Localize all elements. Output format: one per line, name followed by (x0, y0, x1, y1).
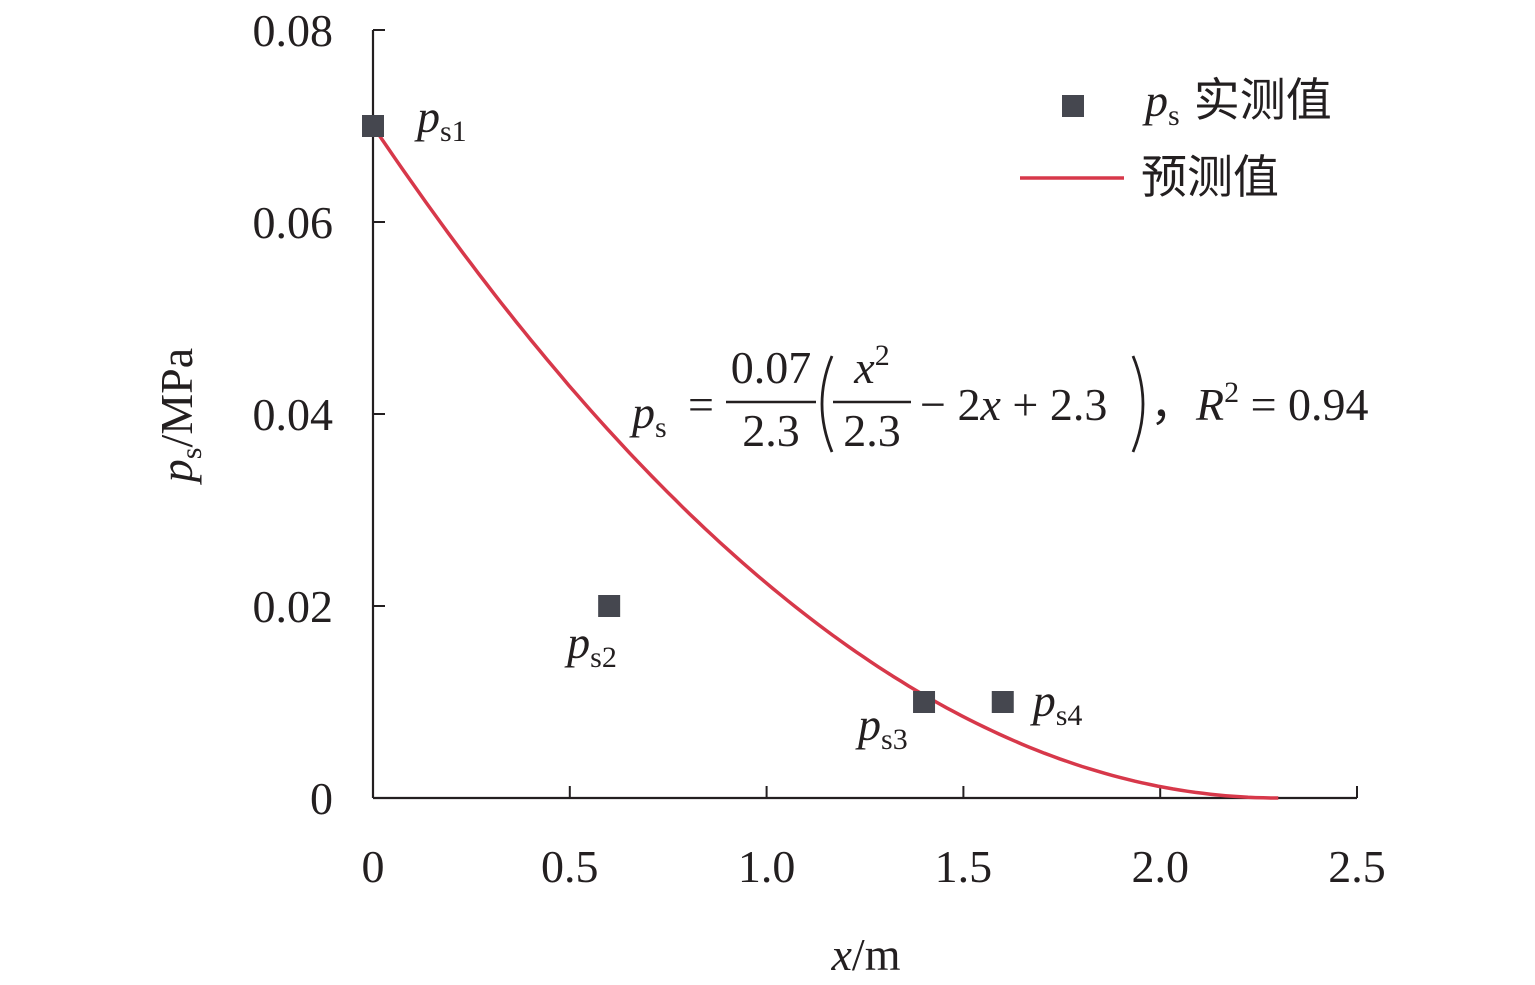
x-axis-label-unit: /m (852, 929, 901, 980)
eq-rest-2: + 2.3 (1001, 379, 1107, 430)
y-tick-label: 0.02 (253, 581, 334, 632)
eq-right-paren (1131, 355, 1145, 453)
data-point (991, 691, 1014, 713)
measured-points (362, 115, 1014, 713)
point-label: ps1 (414, 91, 467, 148)
eq-denominator: 2.3 (742, 405, 800, 456)
x-tick-label: 0 (362, 841, 385, 892)
y-axis-label-sub: s (175, 448, 208, 460)
eq-inner-denominator: 2.3 (843, 405, 901, 456)
eq-r-sup: 2 (1224, 376, 1239, 409)
y-axis-label-unit: /MPa (151, 348, 202, 448)
y-tick-label: 0.06 (253, 197, 334, 248)
point-label: ps3 (855, 699, 908, 756)
data-point (598, 595, 621, 617)
data-point (362, 115, 384, 137)
eq-equals: = (688, 379, 714, 430)
y-axis-label-var: p (151, 459, 202, 485)
x-tick-label: 1.0 (738, 841, 796, 892)
eq-r-rest: = 0.94 (1239, 379, 1368, 430)
eq-r-var: R (1195, 379, 1224, 430)
x-axis-label-var: x (831, 929, 853, 980)
svg-text:ps: ps (629, 387, 667, 444)
x-tick-label: 2.0 (1131, 841, 1189, 892)
data-point (913, 691, 936, 713)
prediction-curve (371, 125, 1279, 800)
x-tick-label: 2.5 (1328, 841, 1386, 892)
eq-separator: ， (1150, 379, 1196, 430)
y-tick-label: 0.04 (253, 389, 334, 440)
eq-inner-num-sup: 2 (875, 339, 890, 372)
legend-label-measured-sub: s (1168, 99, 1180, 132)
eq-rest-var: x (979, 379, 1001, 430)
point-label: ps4 (1030, 675, 1083, 732)
y-axis-label: ps/MPa (151, 348, 208, 485)
svg-text:x2: x2 (853, 339, 889, 393)
eq-lhs-var: p (629, 387, 655, 438)
point-label: ps2 (564, 617, 617, 674)
legend-marker-measured (1062, 95, 1084, 117)
fit-equation: ps = 0.07 2.3 x2 2.3 − 2x + 2.3 ， R2 = 0… (629, 339, 1369, 456)
svg-text:R2 = 0.94: R2 = 0.94 (1195, 376, 1369, 430)
eq-numerator: 0.07 (731, 342, 812, 393)
eq-lhs-sub: s (655, 411, 667, 444)
y-ticks: 0 0.02 0.04 0.06 0.08 (253, 5, 385, 824)
legend-label-measured-var: p (1142, 75, 1168, 126)
x-axis-label: x/m (831, 929, 901, 980)
legend-label-measured-text: 实测值 (1194, 75, 1332, 126)
y-tick-label: 0.08 (253, 5, 334, 56)
eq-rest-1: − 2 (920, 379, 980, 430)
y-tick-label: 0 (310, 773, 333, 824)
legend: ps 实测值 预测值 (1020, 75, 1332, 203)
legend-label-predicted: 预测值 (1141, 152, 1279, 203)
x-tick-label: 1.5 (935, 841, 993, 892)
svg-text:− 2x + 2.3: − 2x + 2.3 (920, 379, 1107, 430)
x-tick-label: 0.5 (541, 841, 599, 892)
eq-inner-num-var: x (853, 342, 875, 393)
x-ticks: 0 0.5 1.0 1.5 2.0 2.5 (362, 786, 1386, 892)
eq-left-paren (820, 355, 834, 453)
